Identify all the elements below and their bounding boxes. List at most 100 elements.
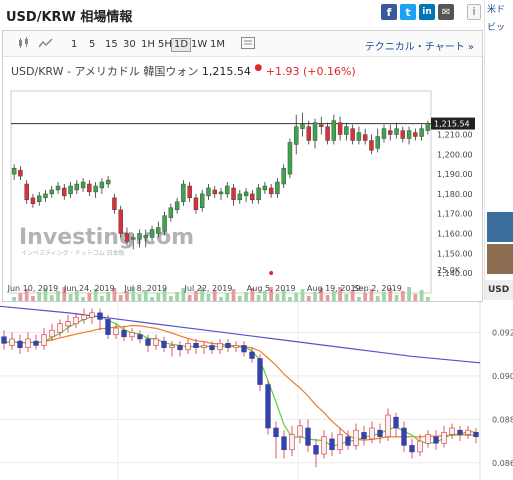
candle bbox=[250, 193, 255, 201]
x-tick-label: Jul 22, 2019 bbox=[184, 284, 233, 293]
candle bbox=[181, 183, 186, 203]
candle bbox=[156, 227, 161, 234]
timeframe-1d[interactable]: 1D bbox=[171, 38, 192, 52]
timeframe-1m[interactable]: 1M bbox=[210, 39, 225, 50]
candle bbox=[145, 338, 151, 346]
price-chart[interactable]: Investing.com インベスティング・ドットコム 日本版 1,140.0… bbox=[3, 57, 482, 301]
timeframe-1h[interactable]: 1H bbox=[141, 39, 155, 50]
volume-bar bbox=[325, 295, 330, 301]
volume-axis-label: 25.0K bbox=[437, 266, 461, 275]
candle bbox=[289, 434, 295, 451]
candle bbox=[1, 336, 7, 344]
candle bbox=[105, 179, 111, 185]
twitter-icon[interactable]: t bbox=[400, 4, 416, 20]
candle bbox=[337, 434, 343, 451]
candle bbox=[68, 185, 73, 195]
volume-bar bbox=[81, 297, 85, 301]
candle bbox=[344, 126, 349, 135]
share-buttons: f t in ✉ bbox=[381, 4, 454, 20]
facebook-icon[interactable]: f bbox=[381, 4, 397, 20]
candle bbox=[43, 193, 48, 199]
volume-bar bbox=[212, 290, 217, 301]
candle bbox=[406, 130, 412, 139]
y-tick-label: 0.088 bbox=[492, 415, 513, 424]
info-icon[interactable]: i bbox=[467, 4, 481, 20]
volume-bar bbox=[43, 288, 48, 301]
volume-bar bbox=[281, 290, 286, 301]
candle bbox=[312, 122, 318, 141]
candle bbox=[217, 342, 223, 351]
volume-bar bbox=[125, 291, 129, 301]
chart-toolbar: 1 5 15 30 1H 5H 1D 1W 1M テクニカル・チャート » bbox=[3, 31, 482, 57]
volume-bar bbox=[357, 297, 361, 301]
timeframe-15[interactable]: 15 bbox=[105, 39, 118, 50]
candle bbox=[325, 126, 330, 141]
thumbnail-image[interactable] bbox=[487, 244, 513, 274]
candle bbox=[57, 323, 63, 333]
candlestick-type-icon[interactable] bbox=[17, 37, 31, 49]
volume-bar bbox=[388, 288, 393, 301]
volume-bar bbox=[37, 292, 42, 301]
page-title: USD/KRW 相場情報 bbox=[6, 10, 133, 25]
candle bbox=[87, 183, 92, 193]
volume-bar bbox=[400, 291, 405, 301]
candle bbox=[168, 207, 174, 218]
watermark-sub: インベスティング・ドットコム 日本版 bbox=[21, 249, 125, 257]
timeframe-1[interactable]: 1 bbox=[71, 39, 78, 50]
candle bbox=[231, 187, 236, 201]
timeframe-5h[interactable]: 5H bbox=[158, 39, 172, 50]
volume-bar bbox=[200, 287, 205, 301]
x-tick-label: Jun 24, 2019 bbox=[63, 284, 115, 293]
thumbnail-image[interactable] bbox=[487, 212, 513, 242]
timeframe-30[interactable]: 30 bbox=[123, 39, 136, 50]
candle bbox=[233, 345, 239, 348]
candle bbox=[124, 233, 130, 242]
candle bbox=[162, 215, 167, 232]
volume-bar bbox=[118, 295, 123, 301]
side-link-1[interactable]: 米ド bbox=[487, 5, 506, 15]
candle bbox=[129, 332, 135, 338]
date-axis: Jun 10, 2019 Jun 24, 2019 Jul 8, 2019 Jul 2… bbox=[7, 284, 402, 293]
volume-bar bbox=[168, 296, 173, 301]
volume-bar bbox=[162, 289, 167, 301]
candle bbox=[306, 126, 311, 141]
line-type-icon[interactable] bbox=[38, 37, 53, 49]
volume-bar bbox=[187, 295, 192, 301]
side-link-2[interactable]: ビッ bbox=[487, 23, 506, 33]
candle bbox=[249, 351, 255, 359]
candle bbox=[369, 427, 375, 440]
timeframe-5[interactable]: 5 bbox=[89, 39, 96, 50]
candle bbox=[331, 120, 337, 141]
volume-bar bbox=[49, 295, 54, 301]
y-tick-label: 1,180.00 bbox=[437, 190, 473, 199]
mail-icon[interactable]: ✉ bbox=[438, 4, 454, 20]
volume-bar bbox=[206, 294, 211, 301]
volume-bar bbox=[143, 290, 148, 301]
technical-chart-link[interactable]: テクニカル・チャート » bbox=[364, 42, 474, 53]
candle bbox=[131, 237, 136, 240]
candle bbox=[393, 416, 399, 429]
y-tick-label: 1,150.00 bbox=[437, 249, 473, 258]
candle bbox=[17, 340, 23, 348]
volume-bar bbox=[68, 294, 73, 301]
candle bbox=[93, 185, 98, 193]
candle bbox=[193, 197, 199, 210]
candle bbox=[99, 181, 105, 189]
linkedin-icon[interactable]: in bbox=[419, 4, 435, 20]
volume-bar bbox=[269, 287, 274, 301]
volume-bar bbox=[275, 294, 280, 301]
candle bbox=[329, 438, 335, 451]
secondary-chart[interactable]: 0.086 0.088 0.090 0.092 bbox=[0, 302, 513, 480]
candle bbox=[262, 185, 268, 191]
candle bbox=[74, 183, 80, 191]
settings-panel-icon[interactable] bbox=[241, 37, 255, 49]
volume-bar bbox=[244, 292, 248, 301]
candle bbox=[337, 122, 343, 135]
volume-bar bbox=[231, 289, 236, 301]
candle bbox=[294, 126, 299, 145]
secondary-price-axis: 0.086 0.088 0.090 0.092 bbox=[492, 328, 513, 467]
candle bbox=[345, 436, 351, 446]
volume-bar bbox=[425, 297, 430, 301]
secondary-chart-svg: 0.086 0.088 0.090 0.092 bbox=[0, 302, 513, 480]
timeframe-1w[interactable]: 1W bbox=[191, 39, 208, 50]
